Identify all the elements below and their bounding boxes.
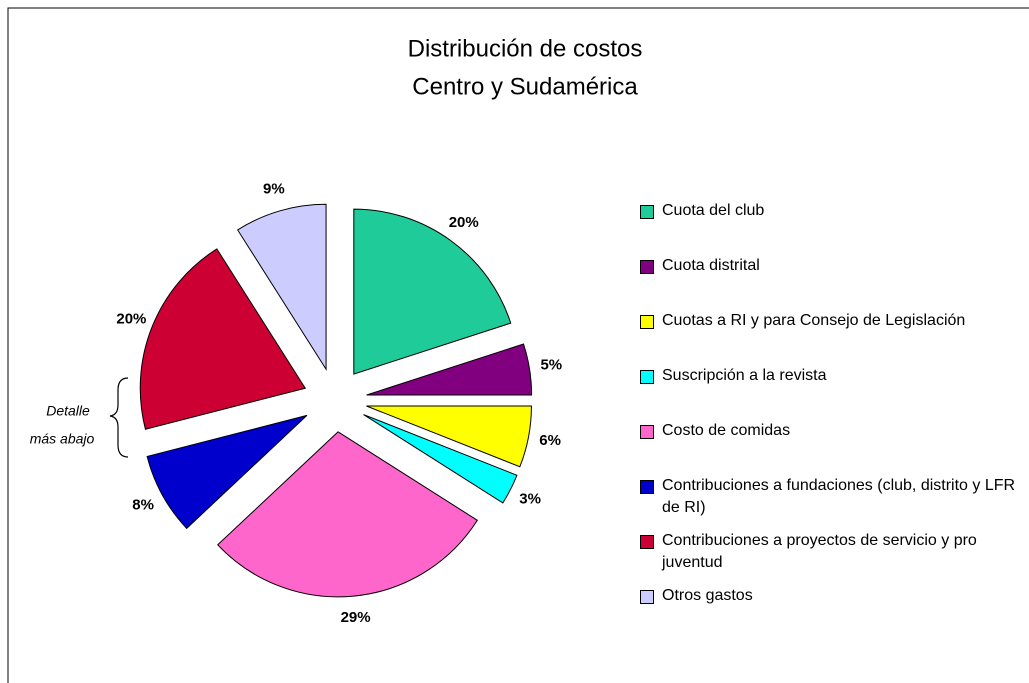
legend-item: Cuota distrital — [640, 255, 1025, 277]
legend-swatch — [640, 315, 654, 329]
data-label: 5% — [540, 357, 562, 374]
legend-label: Otros gastos — [662, 587, 753, 604]
legend-item: Cuotas a RI y para Consejo de Legislació… — [640, 310, 1025, 332]
data-label: 29% — [341, 609, 371, 626]
pie-slice — [353, 208, 512, 375]
legend-label: Costo de comidas — [662, 422, 791, 439]
pie-slice — [146, 414, 308, 530]
legend-item: Suscripción a la revista — [640, 365, 1025, 387]
legend-item: Costo de comidas — [640, 420, 1025, 442]
data-label: 8% — [132, 496, 154, 513]
pie-slice — [363, 414, 518, 504]
brace — [109, 377, 129, 458]
chart-subtitle: Centro y Sudamérica — [412, 73, 638, 100]
annotation: más abajo — [30, 431, 95, 447]
pie-slice — [366, 343, 533, 396]
pie-slice — [366, 405, 532, 468]
legend-label: Contribuciones a proyectos de servicio y… — [662, 532, 977, 571]
data-label: 20% — [449, 214, 479, 231]
chart-title: Distribución de costos — [408, 35, 643, 62]
pie-slice — [139, 248, 307, 430]
data-label: 20% — [116, 310, 146, 327]
legend-item: Contribuciones a proyectos de servicio y… — [640, 530, 1025, 574]
pie-slice — [236, 203, 327, 371]
annotation: Detalle — [46, 403, 90, 419]
legend-item: Cuota del club — [640, 200, 1025, 222]
legend-label: Cuota distrital — [662, 257, 760, 274]
legend-label: Cuota del club — [662, 202, 765, 219]
frame — [7, 7, 1029, 683]
legend-swatch — [640, 535, 654, 549]
legend-item: Otros gastos — [640, 585, 1025, 607]
legend-label: Suscripción a la revista — [662, 367, 827, 384]
legend-swatch — [640, 480, 654, 494]
data-label: 6% — [539, 432, 561, 449]
legend-label: Cuotas a RI y para Consejo de Legislació… — [662, 312, 966, 329]
legend-swatch — [640, 590, 654, 604]
data-label: 9% — [263, 181, 285, 198]
pie-slice — [217, 431, 479, 598]
legend-swatch — [640, 205, 654, 219]
data-label: 3% — [519, 490, 541, 507]
legend-label: Contribuciones a fundaciones (club, dist… — [662, 477, 1016, 516]
legend-swatch — [640, 370, 654, 384]
legend-item: Contribuciones a fundaciones (club, dist… — [640, 475, 1025, 519]
legend-swatch — [640, 260, 654, 274]
legend-swatch — [640, 425, 654, 439]
